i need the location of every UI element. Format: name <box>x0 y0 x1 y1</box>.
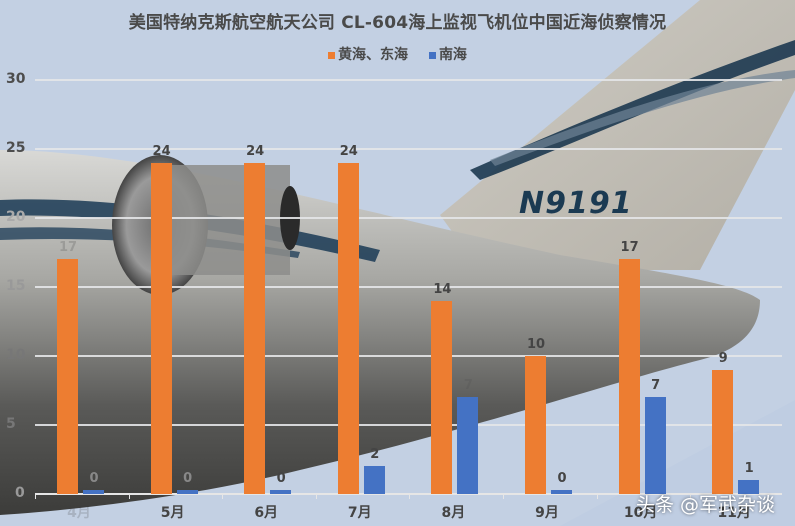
bar-value-label: 24 <box>246 143 265 159</box>
x-tick-label: 7月 <box>347 505 372 521</box>
x-tick-label: 4月 <box>67 505 91 521</box>
bar-value-label: 17 <box>620 240 639 256</box>
bar-yellow-east-sea <box>150 162 172 494</box>
x-tick-label: 11月 <box>717 505 751 521</box>
bar-yellow-east-sea <box>431 300 453 494</box>
legend-item-yellow-east-sea: 黄海、东海 <box>328 44 408 64</box>
x-tick-label: 6月 <box>254 505 279 521</box>
gridline <box>35 148 782 150</box>
bar-value-label: 7 <box>463 378 473 394</box>
y-tick-15: 15 <box>6 278 26 294</box>
bar-south-sea <box>83 490 104 494</box>
bar-south-sea <box>457 397 479 494</box>
x-tick <box>35 493 36 499</box>
x-tick <box>503 493 504 499</box>
bar-value-label: 0 <box>557 471 567 486</box>
blue-swatch-icon <box>428 51 436 59</box>
x-tick-label: 8月 <box>441 505 466 521</box>
bar-south-sea <box>270 490 292 494</box>
legend-label: 南海 <box>438 47 467 63</box>
bar-south-sea <box>363 466 385 494</box>
y-tick-0: 0 <box>15 485 25 501</box>
bar-yellow-east-sea <box>618 259 640 494</box>
x-tick-label: 10月 <box>623 505 658 521</box>
chart-legend: 黄海、东海 南海 <box>0 44 795 64</box>
bar-value-label: 0 <box>89 471 99 486</box>
y-tick-5: 5 <box>6 416 16 432</box>
bar-south-sea <box>738 480 760 494</box>
x-tick-label: 5月 <box>160 505 185 521</box>
bar-value-label: 10 <box>526 337 546 352</box>
gridline <box>35 79 782 81</box>
x-tick <box>128 493 130 499</box>
bar-south-sea <box>176 490 198 494</box>
legend-label: 黄海、东海 <box>338 47 409 63</box>
x-tick <box>596 493 598 499</box>
bar-yellow-east-sea <box>712 369 734 494</box>
bar-value-label: 17 <box>58 240 78 256</box>
bar-south-sea <box>644 397 666 494</box>
gridline <box>35 424 782 426</box>
chart-title: 美国特纳克斯航空航天公司 CL-604海上监视飞机位中国近海侦察情况 <box>128 13 667 33</box>
x-axis-line <box>35 493 782 495</box>
bar-yellow-east-sea <box>525 356 546 494</box>
bar-value-label: 24 <box>152 143 171 159</box>
x-tick-label: 9月 <box>535 505 559 521</box>
y-tick-30: 30 <box>6 71 26 87</box>
bar-value-label: 0 <box>276 471 286 486</box>
x-tick <box>690 493 692 499</box>
bar-south-sea <box>551 490 572 494</box>
bar-value-label: 1 <box>744 461 754 477</box>
bar-value-label: 7 <box>651 378 661 394</box>
x-tick <box>409 493 411 499</box>
bar-yellow-east-sea <box>337 162 359 494</box>
bar-value-label: 24 <box>339 143 358 159</box>
bar-value-label: 9 <box>718 350 728 366</box>
legend-item-south-sea: 南海 <box>428 44 467 64</box>
watermark: 头条 @军武杂谈 <box>636 494 776 516</box>
gridline <box>35 355 782 357</box>
bar-value-label: 14 <box>433 281 452 297</box>
gridline <box>35 217 782 219</box>
bar-value-label: 2 <box>370 447 380 463</box>
x-tick <box>315 493 317 499</box>
x-tick <box>222 493 224 499</box>
orange-swatch-icon <box>328 51 336 59</box>
y-tick-25: 25 <box>6 140 26 156</box>
bar-yellow-east-sea <box>244 162 266 494</box>
y-tick-10: 10 <box>6 347 26 363</box>
gridline <box>35 286 782 288</box>
bar-value-label: 0 <box>183 471 193 486</box>
bar-yellow-east-sea <box>57 259 78 494</box>
aircraft-registration-text: N9191 <box>519 186 633 221</box>
y-tick-20: 20 <box>6 209 26 225</box>
